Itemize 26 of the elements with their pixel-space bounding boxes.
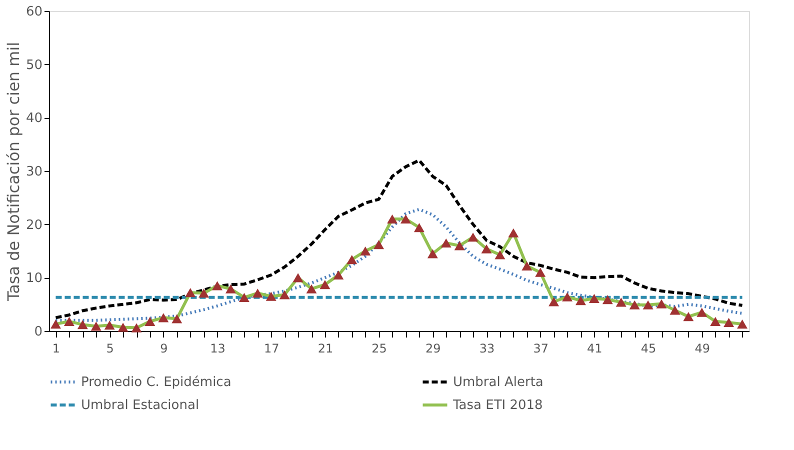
x-tick-label: 29 (426, 342, 441, 356)
x-tick-label: 1 (52, 342, 60, 356)
line-series (54, 158, 744, 320)
y-tick-label: 0 (34, 324, 42, 340)
x-tick-label: 49 (694, 342, 710, 356)
x-tick-label: 41 (587, 342, 602, 356)
x-tick-label: 45 (640, 342, 656, 356)
x-tick-label: 37 (533, 342, 548, 356)
x-tick-label: 13 (210, 342, 226, 356)
y-tick-label: 60 (26, 4, 42, 20)
legend-label: Umbral Alerta (453, 375, 544, 390)
y-axis-title: Tasa de Notificación por cien mil (4, 42, 23, 302)
x-tick-label: 17 (264, 342, 280, 356)
x-tick-label: 5 (106, 342, 114, 356)
legend-label: Promedio C. Epidémica (81, 375, 232, 390)
x-tick-label: 33 (479, 342, 495, 356)
x-tick-label: 21 (318, 342, 334, 356)
y-tick-label: 50 (26, 58, 42, 73)
legend-label: Umbral Estacional (81, 398, 200, 413)
y-tick-label: 10 (26, 271, 42, 286)
y-tick-label: 40 (26, 111, 42, 126)
y-tick-label: 30 (26, 164, 42, 180)
x-tick-label: 25 (372, 342, 387, 356)
x-tick-label: 9 (160, 342, 168, 356)
y-tick-label: 20 (26, 218, 42, 233)
legend-label: Tasa ETI 2018 (452, 398, 543, 413)
